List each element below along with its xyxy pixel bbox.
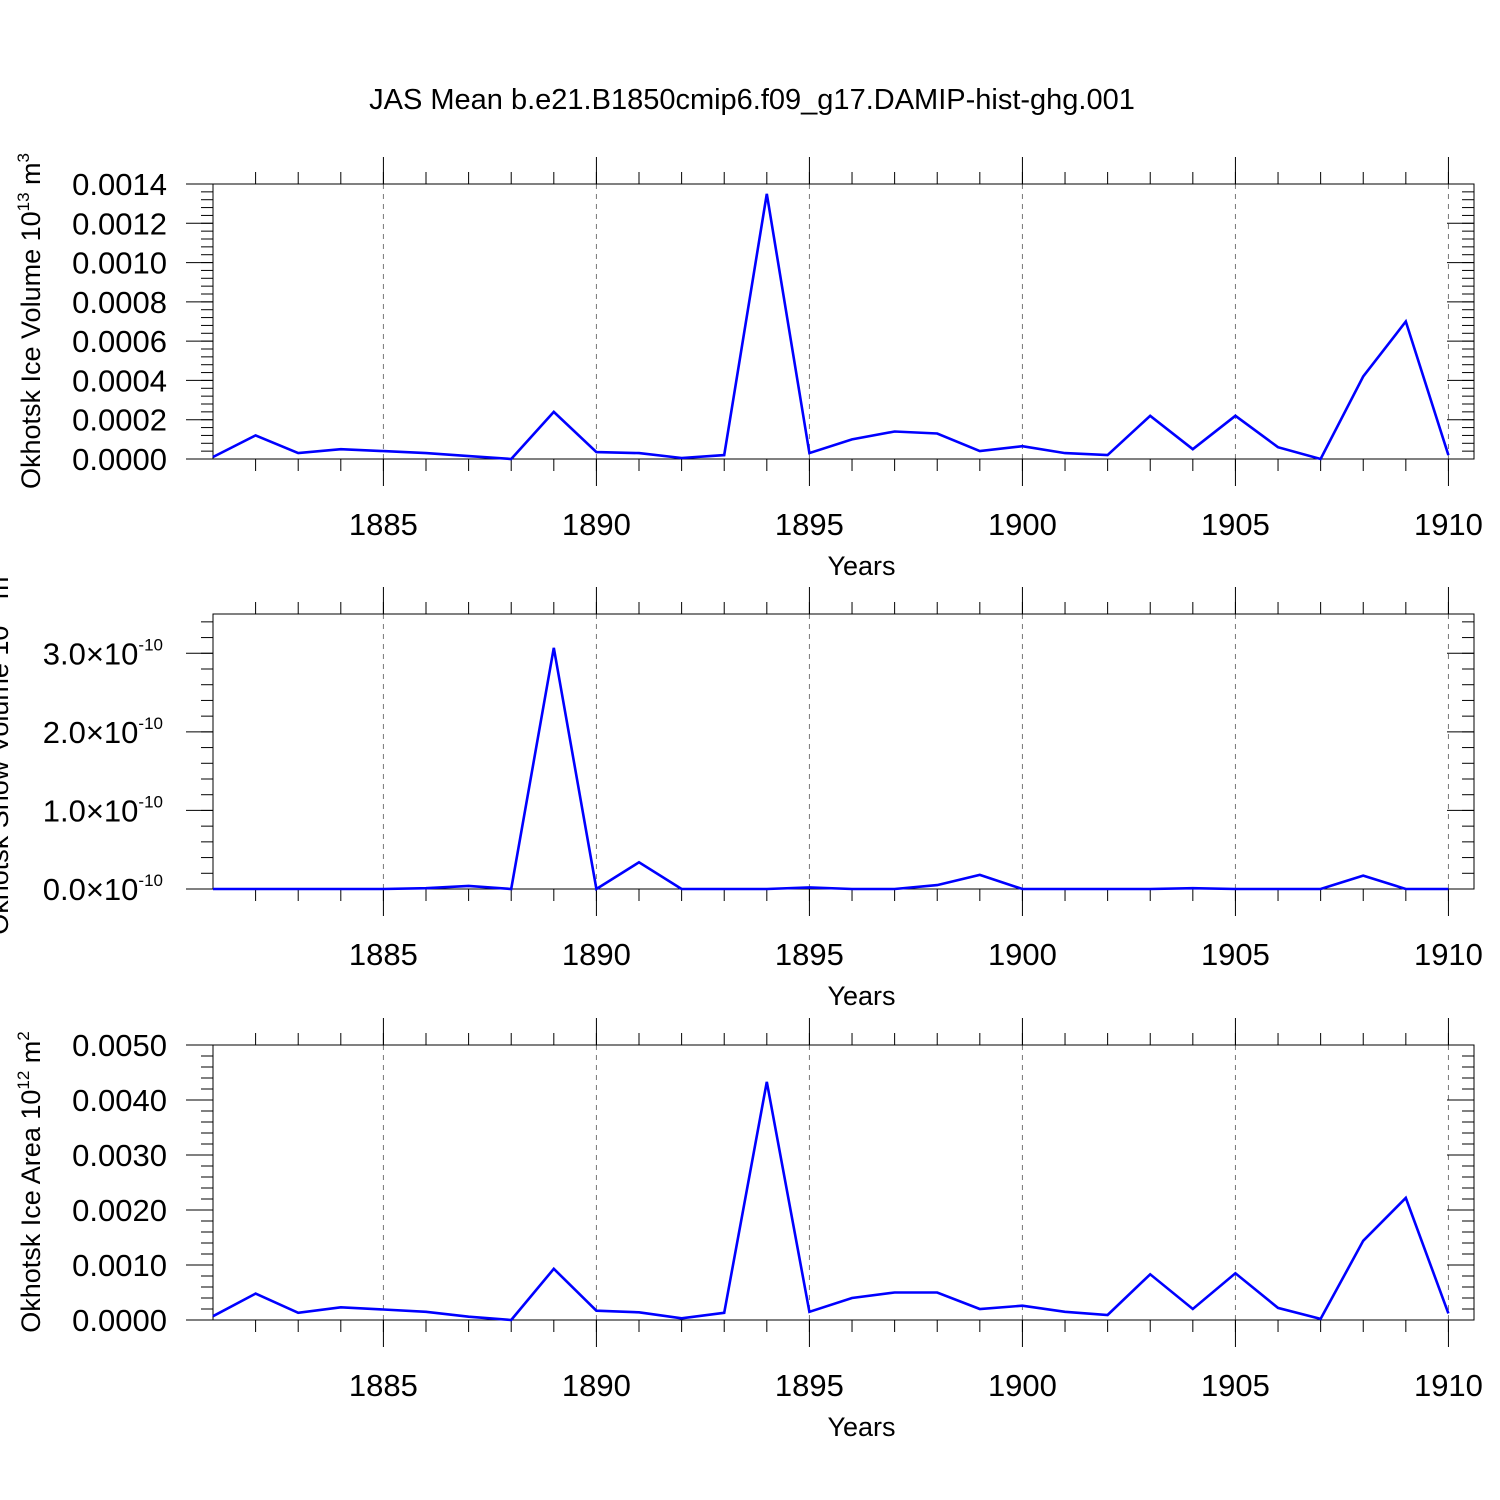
y-tick-label: 0.0000: [72, 442, 167, 477]
x-tick-label: 1910: [1414, 507, 1483, 542]
panels: 1885 1890 1895 1900 1905 1910 0.0000 0.0002 0.00…: [0, 153, 1483, 1442]
y-tick-label: 0.0010: [72, 246, 167, 281]
series-line: [212, 193, 1450, 461]
x-tick-label: 1905: [1201, 507, 1270, 542]
y-tick-label: 0.0002: [72, 403, 167, 438]
x-tick-label: 1885: [349, 1368, 418, 1403]
y-tick-label: 1.0×10-10: [43, 792, 163, 828]
y-tick-label: 3.0×10-10: [43, 635, 163, 671]
x-tick-label: 1900: [988, 937, 1057, 972]
x-tick-label: 1895: [775, 937, 844, 972]
x-tick-label: 1900: [988, 1368, 1057, 1403]
x-tick-label: 1895: [775, 507, 844, 542]
y-tick-label: 2.0×10-10: [43, 714, 163, 750]
plot-frame: [212, 613, 1475, 890]
x-tick-label: 1895: [775, 1368, 844, 1403]
x-tick-label: 1890: [562, 937, 631, 972]
x-axis-label: Years: [827, 1412, 895, 1442]
y-tick-label: 0.0014: [72, 167, 167, 202]
x-tick-label: 1905: [1201, 1368, 1270, 1403]
y-tick-label: 0.0030: [72, 1138, 167, 1173]
y-tick-label: 0.0010: [72, 1248, 167, 1283]
y-tick-label: 0.0012: [72, 206, 167, 241]
y-axis-label: Okhotsk Ice Volume 1013 m3: [14, 153, 46, 489]
y-tick-label: 0.0004: [72, 363, 167, 398]
chart-title: JAS Mean b.e21.B1850cmip6.f09_g17.DAMIP-…: [369, 84, 1135, 116]
series-line: [213, 647, 1449, 892]
plot-frame: [212, 1044, 1475, 1321]
y-tick-label: 0.0040: [72, 1083, 167, 1118]
panel-3: 1885 1890 1895 1900 1905 1910 0.0000 0.0010 0.00…: [14, 1018, 1483, 1442]
y-tick-label: 0.0020: [72, 1193, 167, 1228]
x-tick-label: 1910: [1414, 937, 1483, 972]
x-tick-label: 1890: [562, 507, 631, 542]
x-tick-label: 1890: [562, 1368, 631, 1403]
y-tick-label: 0.0000: [72, 1303, 167, 1338]
x-axis-label: Years: [827, 551, 895, 581]
x-tick-label: 1905: [1201, 937, 1270, 972]
y-tick-label: 0.0050: [72, 1028, 167, 1063]
x-tick-label: 1885: [349, 937, 418, 972]
x-axis-label: Years: [827, 981, 895, 1011]
series-line: [212, 1081, 1450, 1322]
y-tick-label: 0.0×10-10: [43, 871, 163, 907]
plot-frame: [212, 183, 1475, 460]
y-tick-label: 0.0006: [72, 324, 167, 359]
y-axis-label: Okhotsk Ice Area 1012 m2: [14, 1031, 46, 1333]
x-tick-label: 1900: [988, 507, 1057, 542]
x-tick-label: 1885: [349, 507, 418, 542]
panel-2: 1885 1890 1895 1900 1905 1910 0.0×10-10 1.0×10-…: [0, 567, 1483, 1011]
y-tick-label: 0.0008: [72, 285, 167, 320]
panel-1: 1885 1890 1895 1900 1905 1910 0.0000 0.0002 0.00…: [14, 153, 1483, 581]
y-axis-label: Okhotsk Snow Volume 1013 m3: [0, 567, 14, 935]
x-tick-label: 1910: [1414, 1368, 1483, 1403]
